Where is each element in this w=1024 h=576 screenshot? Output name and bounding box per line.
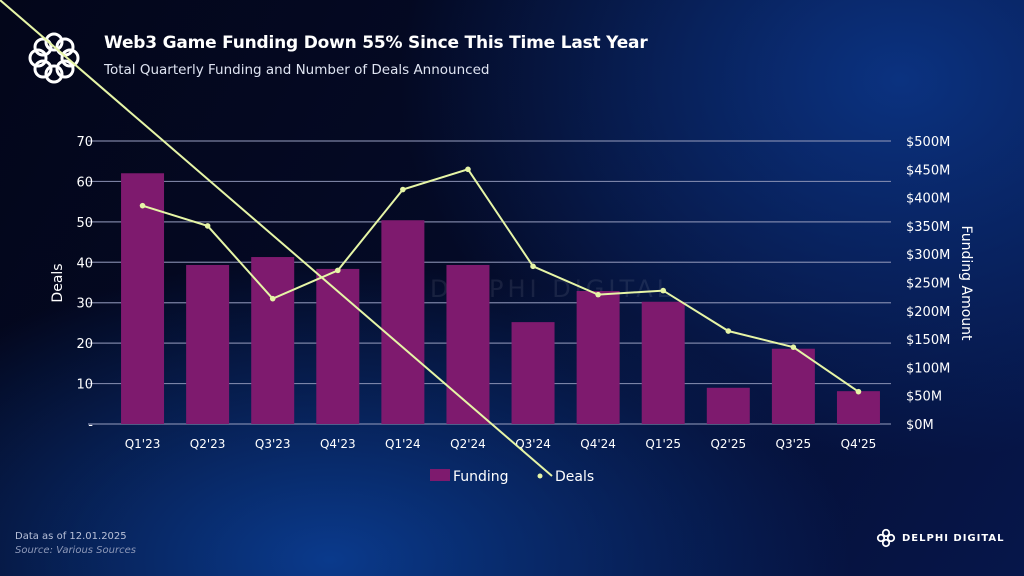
deals-point	[530, 263, 536, 270]
legend-funding-label: Funding	[453, 469, 509, 485]
legend: Funding Deals	[0, 0, 594, 485]
y-tick-right: $0M	[906, 418, 934, 433]
deals-point	[595, 291, 601, 298]
x-tick: Q3'23	[255, 437, 291, 451]
deals-point	[269, 295, 276, 302]
y-tick-left: -	[88, 418, 93, 433]
bar-funding	[121, 173, 165, 424]
y-tick-right: $500M	[906, 135, 950, 150]
y-tick-left: 70	[76, 135, 93, 150]
bar-funding	[836, 391, 880, 424]
y-tick-right: $400M	[906, 192, 950, 207]
y-tick-left: 60	[76, 175, 93, 190]
y-axis-left-label: Deals	[50, 263, 66, 302]
y-tick-left: 10	[76, 378, 93, 393]
bar-funding	[706, 387, 750, 424]
brand-name: DELPHI DIGITAL	[902, 532, 1005, 544]
bar-funding	[381, 220, 425, 424]
deals-point	[139, 202, 146, 209]
y-tick-left: 50	[76, 216, 93, 231]
deals-point	[465, 166, 471, 173]
x-tick: Q2'24	[450, 437, 486, 451]
data-source: Source: Various Sources	[15, 545, 136, 556]
x-tick: Q4'23	[320, 437, 356, 451]
x-tick: Q4'25	[841, 437, 877, 451]
y-tick-left: 40	[76, 256, 93, 271]
deals-point	[400, 186, 406, 193]
legend-funding-swatch	[430, 469, 450, 481]
bar-funding	[446, 264, 490, 424]
y-tick-right: $450M	[906, 163, 950, 178]
delphi-logo-icon	[26, 30, 82, 90]
brand: DELPHI DIGITAL	[876, 528, 1005, 548]
bar-funding	[251, 257, 295, 424]
x-tick: Q4'24	[580, 437, 616, 451]
bar-funding	[316, 268, 360, 424]
deals-point	[790, 344, 797, 350]
y-tick-right: $50M	[906, 390, 942, 405]
x-tick: Q2'25	[710, 437, 746, 451]
x-tick: Q1'23	[125, 437, 161, 451]
deals-line	[142, 168, 860, 393]
legend-deals-label: Deals	[555, 469, 594, 485]
y-tick-left: 20	[76, 337, 93, 352]
bar-funding	[186, 264, 230, 424]
x-tick: Q1'24	[385, 437, 421, 451]
data-date: Data as of 12.01.2025	[15, 531, 127, 542]
y-tick-left: 30	[76, 297, 93, 312]
deals-point	[660, 287, 667, 294]
deals-point	[855, 388, 862, 395]
y-tick-right: $300M	[906, 248, 950, 263]
deals-point	[334, 267, 341, 274]
y-tick-right: $200M	[906, 305, 950, 320]
deals-point	[204, 223, 211, 229]
x-tick: Q3'25	[776, 437, 812, 451]
bar-funding	[511, 322, 555, 424]
y-tick-right: $350M	[906, 220, 950, 235]
bar-funding	[641, 301, 685, 424]
x-tick: Q1'25	[645, 437, 681, 451]
x-tick: Q2'23	[190, 437, 226, 451]
legend-deals-swatch	[0, 0, 553, 477]
bar-funding	[771, 348, 815, 424]
y-tick-right: $250M	[906, 277, 950, 292]
chart-title: Web3 Game Funding Down 55% Since This Ti…	[104, 33, 648, 53]
y-axis-right-label: Funding Amount	[958, 225, 974, 341]
y-tick-right: $150M	[906, 333, 950, 348]
deals-point	[725, 328, 732, 334]
legend-deals-marker	[537, 473, 543, 479]
x-tick: Q3'24	[515, 437, 551, 451]
y-tick-right: $100M	[906, 361, 950, 376]
bar-funding	[576, 290, 620, 424]
chart-subtitle: Total Quarterly Funding and Number of De…	[104, 62, 490, 78]
delphi-logo-small-icon	[876, 528, 896, 548]
